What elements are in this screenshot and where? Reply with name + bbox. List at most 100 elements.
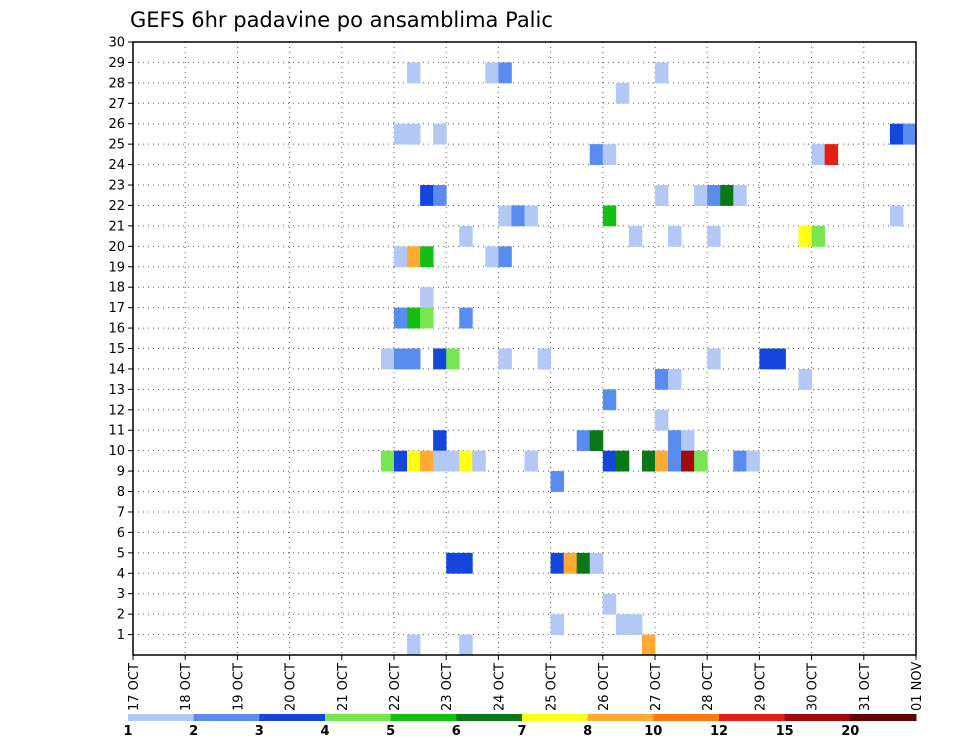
precip-cell [902,123,917,145]
y-tick-label: 30 [108,36,125,51]
x-tick-label: 19 OCT [231,663,246,711]
precip-cell [641,450,656,472]
precip-cell [811,144,826,165]
x-tick-label: 27 OCT [649,663,664,711]
precip-cell [563,552,578,574]
y-tick-label: 16 [108,322,125,337]
x-tick-label: 01 NOV [910,662,925,711]
y-tick-label: 9 [117,465,125,480]
precip-cell [550,552,565,574]
y-tick-label: 11 [108,424,125,439]
precip-cell [407,348,421,370]
precip-cell [772,348,786,370]
legend-swatch [456,714,523,721]
legend-label: 1 [123,724,132,739]
y-tick-label: 24 [108,158,125,173]
precip-cell [733,450,747,472]
y-tick-label: 23 [108,179,125,194]
y-tick-label: 6 [117,526,125,541]
precip-cell [498,348,512,370]
y-axis: 1234567891011121314151617181920212223242… [108,36,133,643]
precip-cell [524,450,538,472]
y-tick-label: 5 [117,546,125,561]
precip-cell [550,471,565,492]
legend-swatch [522,714,589,721]
precip-cell [681,450,695,472]
x-tick-label: 25 OCT [545,663,560,711]
x-tick-label: 31 OCT [858,663,873,711]
legend-label: 8 [583,724,592,739]
precip-cell [811,225,826,247]
y-tick-label: 26 [108,117,125,132]
legend-label: 4 [320,724,329,739]
precip-cell [615,82,630,104]
precip-cell [407,246,421,268]
precip-cell [589,144,604,165]
precip-cell [602,450,617,472]
precip-cell [707,348,721,370]
precip-cell [681,430,695,452]
legend-label: 10 [644,724,662,739]
precip-cell [459,450,473,472]
precip-cell [733,185,747,206]
precip-cell [550,614,565,635]
legend-label: 5 [386,724,395,739]
legend-swatch [587,714,654,721]
y-tick-label: 25 [108,138,125,153]
precip-cell [694,450,708,472]
y-tick-label: 1 [117,628,125,643]
precip-cell [394,450,408,472]
precip-cell [433,450,447,472]
precip-cell [511,205,525,227]
y-tick-label: 22 [108,199,125,214]
x-tick-label: 23 OCT [440,663,455,711]
precip-cell [589,430,604,452]
precip-cell [668,225,682,247]
precip-cell [420,307,434,329]
precip-cell [707,185,721,206]
precip-cell [459,552,473,574]
y-tick-label: 10 [108,444,125,459]
precip-cell [420,246,434,268]
y-tick-label: 12 [108,403,125,418]
legend-swatch [128,714,195,721]
legend-swatch [193,714,260,721]
ensemble-cells [380,62,917,656]
precip-cell [472,450,486,472]
precip-cell [433,123,447,145]
precip-cell [394,307,408,329]
precip-cell [655,185,669,206]
legend-label: 3 [255,724,264,739]
y-tick-label: 28 [108,76,125,91]
precip-cell [459,307,473,329]
legend-label: 2 [189,724,198,739]
grid [133,42,916,655]
precip-cell [433,185,447,206]
precip-cell [420,450,434,472]
precip-cell [668,430,682,452]
precip-cell [824,144,839,165]
x-tick-label: 26 OCT [597,663,612,711]
x-tick-label: 28 OCT [701,663,716,711]
precip-cell [576,552,591,574]
precip-cell [524,205,538,227]
precip-cell [694,185,708,206]
y-tick-label: 13 [108,383,125,398]
precip-cell [641,634,656,656]
legend-label: 6 [452,724,461,739]
precip-cell [407,634,421,656]
x-tick-label: 18 OCT [179,663,194,711]
precip-cell [420,287,434,309]
precip-cell [615,614,630,635]
precip-cell [707,225,721,247]
precip-cell [446,348,460,370]
precip-cell [655,409,669,431]
precip-cell [485,62,499,84]
y-tick-label: 3 [117,587,125,602]
precip-cell [446,552,460,574]
y-tick-label: 14 [108,362,125,377]
precip-cell [498,246,512,268]
legend-swatch [325,714,392,721]
legend-label: 15 [776,724,794,739]
